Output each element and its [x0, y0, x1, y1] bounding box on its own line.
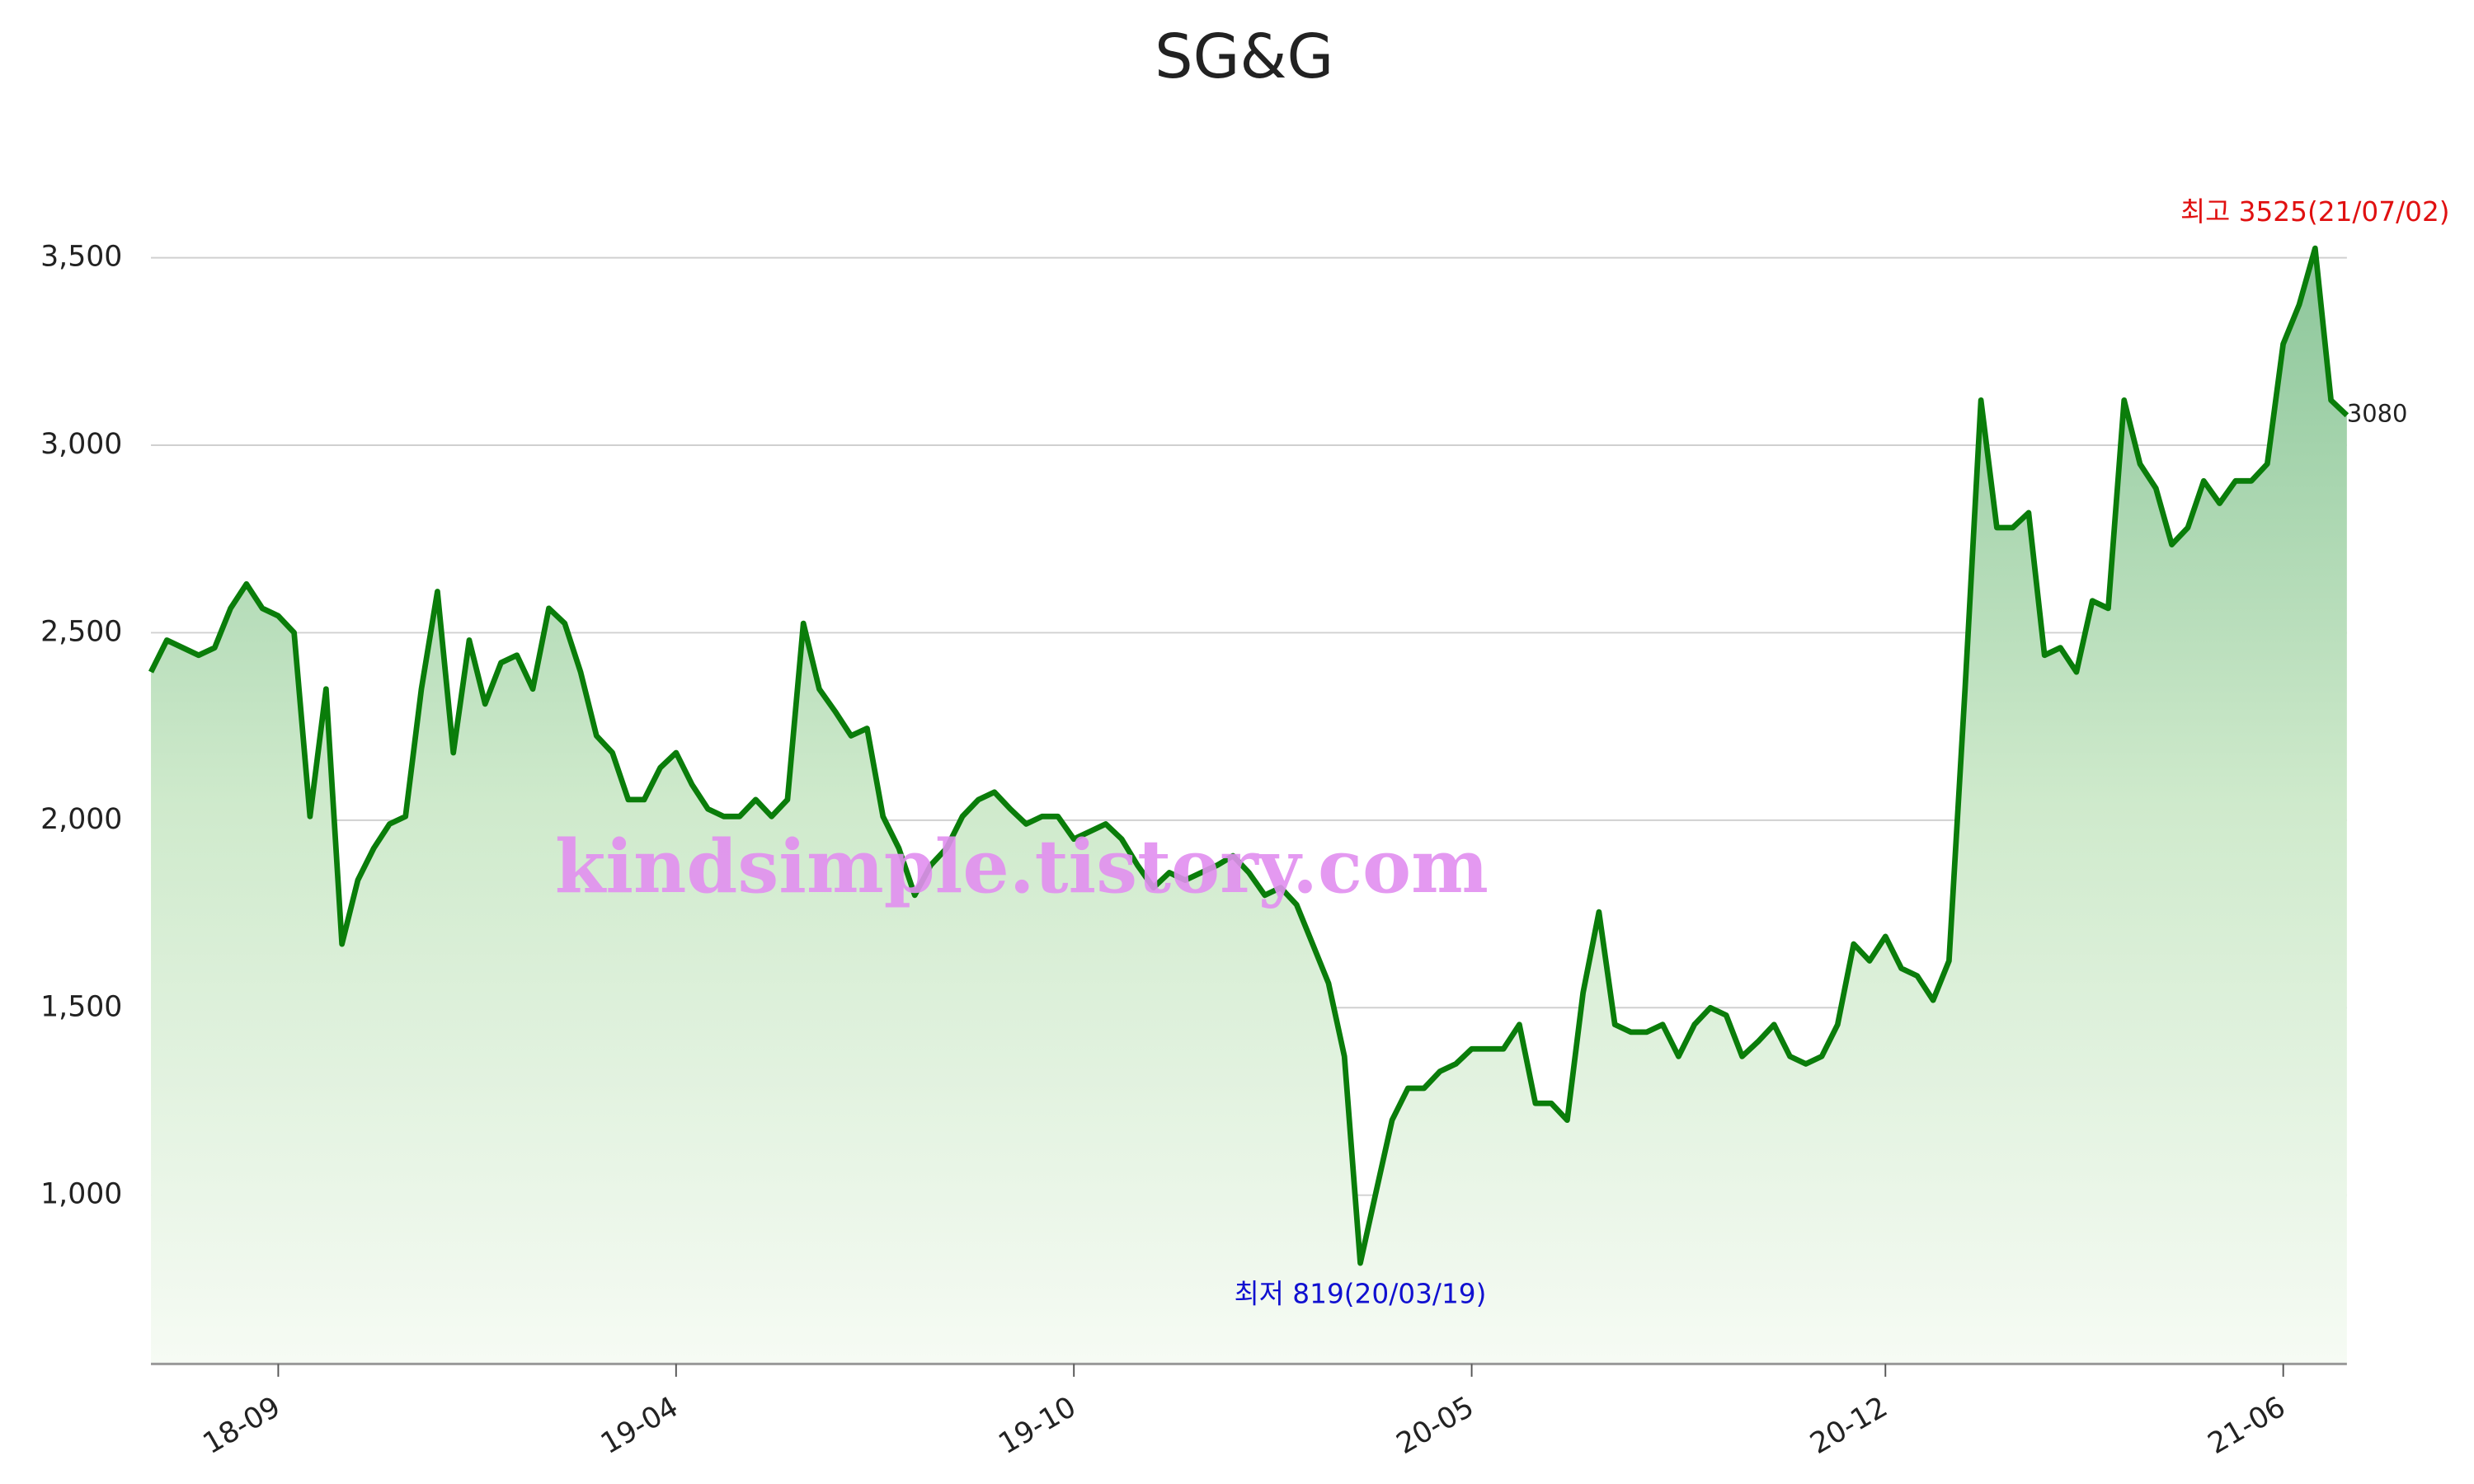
- chart-title: SG&G: [1155, 22, 1333, 92]
- watermark: kindsimple.tistory.com: [555, 823, 1489, 909]
- x-tick-label: 19-04: [595, 1391, 684, 1462]
- x-tick-label: 18-09: [198, 1391, 286, 1462]
- y-tick-label: 2,000: [40, 803, 122, 836]
- y-tick-label: 3,000: [40, 428, 122, 461]
- y-tick-label: 1,500: [40, 990, 122, 1023]
- y-tick-label: 1,000: [40, 1178, 122, 1211]
- x-tick-label: 21-06: [2203, 1391, 2291, 1462]
- max-annotation: 최고 3525(21/07/02): [2180, 195, 2450, 228]
- y-tick-label: 2,500: [40, 615, 122, 648]
- last-annotation: 3080: [2347, 400, 2408, 428]
- line: [148, 245, 2349, 1266]
- x-tick-label: 19-10: [994, 1391, 1082, 1462]
- x-tick-label: 20-05: [1391, 1391, 1479, 1462]
- y-tick-label: 3,500: [40, 241, 122, 274]
- min-annotation: 최저 819(20/03/19): [1235, 1277, 1487, 1309]
- x-tick-label: 20-12: [1805, 1391, 1893, 1462]
- area: [151, 248, 2347, 1364]
